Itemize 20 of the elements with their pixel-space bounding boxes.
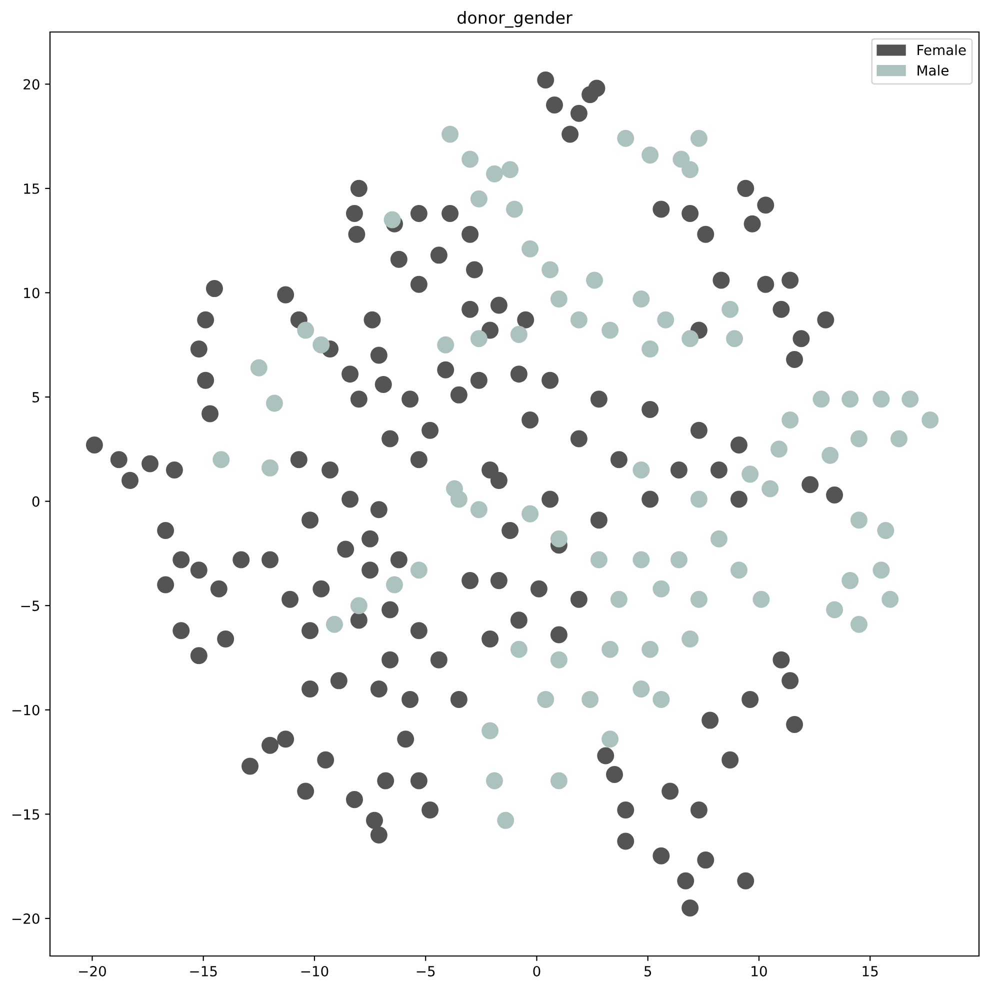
x-tick-label: −20: [79, 966, 106, 976]
y-tick-label: −15: [12, 809, 40, 820]
y-tick-label: −5: [21, 600, 40, 612]
chart-title: donor_gender: [458, 11, 572, 28]
x-tick-label: 0: [533, 966, 540, 976]
y-tick-label: 20: [24, 79, 40, 90]
x-tick-label: −5: [416, 966, 435, 976]
x-tick-label: −15: [190, 966, 217, 976]
legend-label: Male: [918, 64, 948, 76]
y-tick-label: 5: [32, 392, 40, 402]
x-tick-label: −10: [301, 966, 328, 976]
x-tick-label: 5: [644, 966, 652, 976]
y-tick-label: −10: [12, 704, 40, 716]
legend-label: Female: [918, 44, 966, 56]
x-tick-label: 15: [862, 966, 878, 976]
y-tick-label: 0: [32, 496, 40, 507]
x-tick-label: 10: [752, 966, 767, 976]
y-tick-label: 10: [24, 288, 40, 298]
y-tick-label: −20: [12, 913, 40, 924]
y-tick-label: 15: [24, 184, 40, 194]
